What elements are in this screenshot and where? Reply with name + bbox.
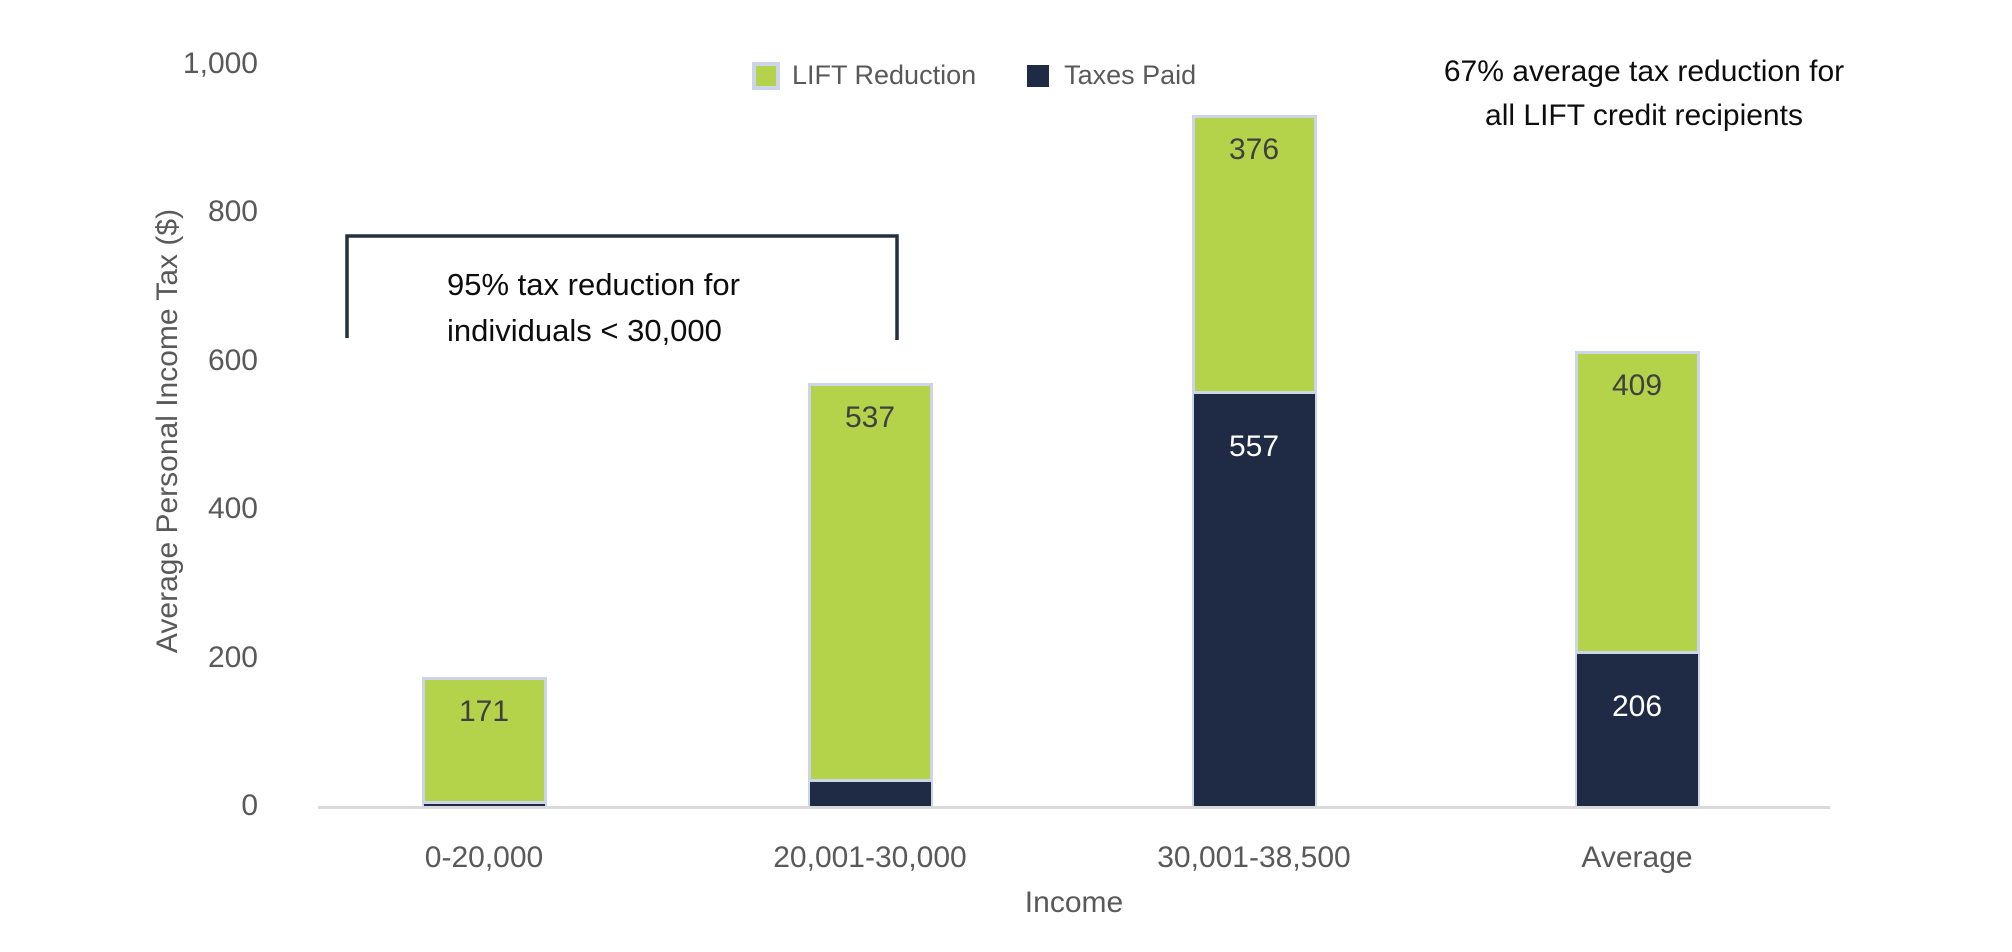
bar-segment-taxes-paid (1574, 654, 1700, 807)
bar-segment-lift-reduction (421, 677, 547, 805)
y-tick-label: 400 (207, 492, 258, 526)
data-label-taxes-paid: 557 (1228, 429, 1280, 463)
legend-item-lift-reduction: LIFT Reduction (752, 60, 976, 91)
annotation-bracket-note: 95% tax reduction for individuals < 30,00… (447, 262, 740, 354)
annotation-line: 67% average tax reduction for (1443, 55, 1845, 88)
bar-segment-taxes-paid (807, 781, 933, 807)
data-label-taxes-paid: 206 (1611, 690, 1663, 724)
x-tick-label: 30,001-38,500 (1157, 841, 1351, 874)
x-axis-title: Income (1024, 886, 1124, 919)
legend-label: Taxes Paid (1064, 60, 1197, 90)
y-tick-label: 1,000 (182, 47, 258, 80)
x-tick-label: 20,001-30,000 (773, 841, 967, 874)
annotation-average-note: 67% average tax reduction for all LIFT cr… (1396, 50, 1892, 138)
legend-swatch-icon (1027, 64, 1050, 87)
y-tick-label: 200 (207, 640, 258, 674)
bar-segment-taxes-paid (1191, 393, 1317, 807)
legend-label: LIFT Reduction (792, 60, 977, 90)
annotation-line: all LIFT credit recipients (1485, 99, 1803, 132)
y-tick-label: 0 (241, 789, 258, 822)
y-tick-label: 600 (207, 343, 258, 377)
x-tick-label: Average (1581, 841, 1693, 874)
data-label-lift-reduction: 171 (458, 695, 510, 729)
bar-segment-taxes-paid (421, 804, 547, 807)
data-label-lift-reduction: 376 (1228, 132, 1280, 166)
data-label-lift-reduction: 409 (1611, 368, 1663, 402)
x-axis-line (318, 806, 1830, 809)
data-label-lift-reduction: 537 (844, 401, 896, 435)
bar-segment-lift-reduction (807, 383, 933, 782)
legend-item-taxes-paid: Taxes Paid (1024, 60, 1196, 91)
bar-segment-lift-reduction (1574, 350, 1700, 655)
y-tick-label: 800 (207, 195, 258, 229)
legend-swatch-icon (752, 61, 780, 90)
annotation-line: 95% tax reduction for (447, 267, 740, 302)
bar-segment-lift-reduction (1191, 114, 1317, 394)
annotation-line: individuals < 30,000 (447, 313, 722, 348)
chart-legend: LIFT Reduction Taxes Paid (752, 60, 1196, 91)
x-tick-label: 0-20,000 (424, 841, 544, 874)
